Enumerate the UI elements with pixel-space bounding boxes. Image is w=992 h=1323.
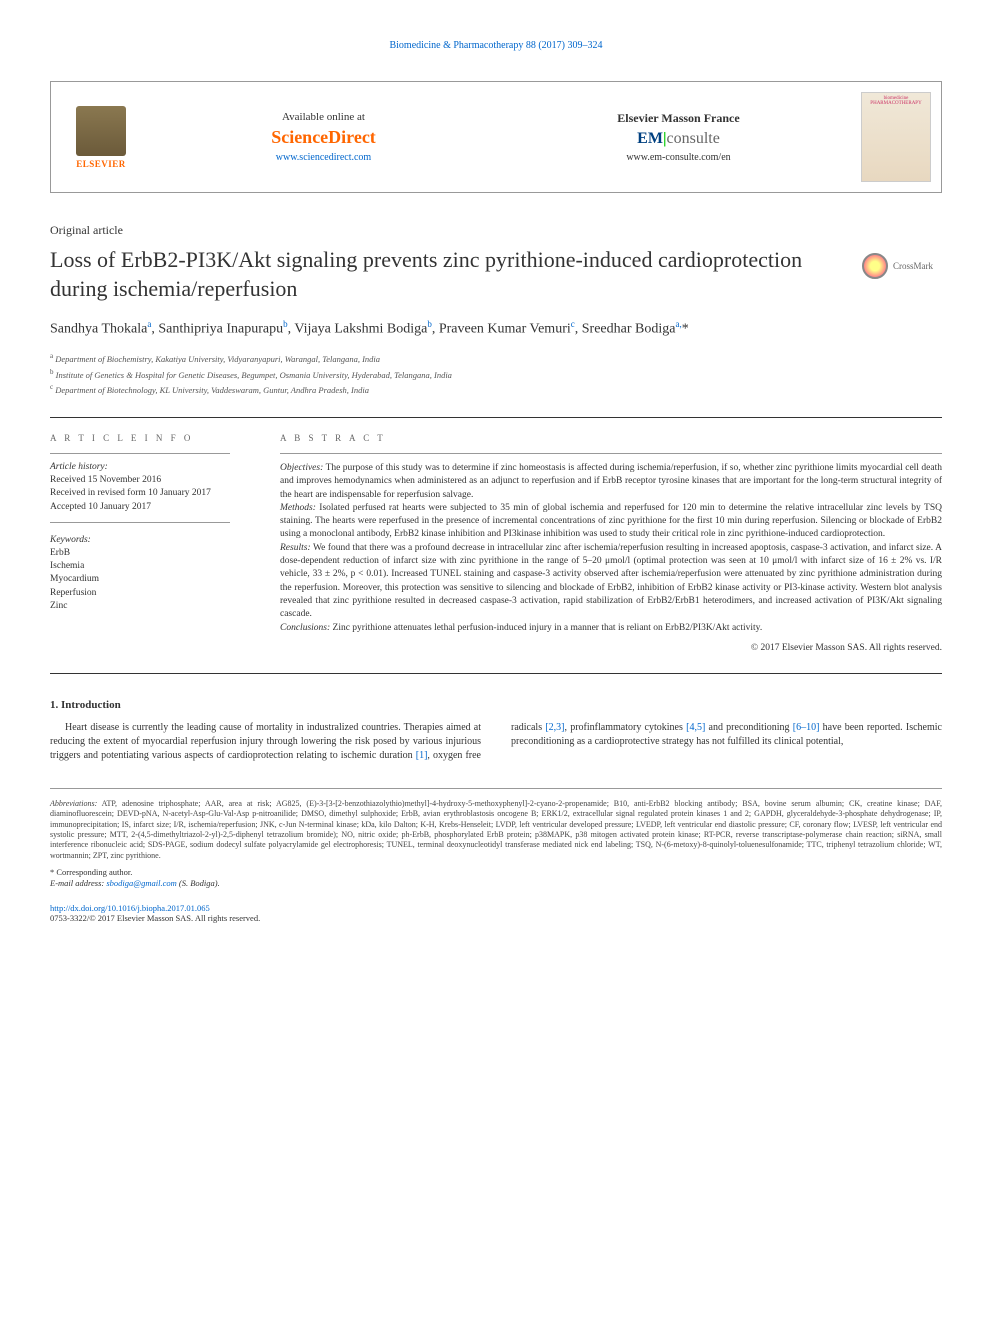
emconsulte-logo: EM|consulte: [506, 130, 851, 148]
corresponding-author: * Corresponding author.: [50, 867, 942, 877]
ref-link[interactable]: [4,5]: [686, 722, 705, 733]
section-heading: 1. Introduction: [50, 699, 942, 711]
crossmark-icon: [862, 253, 888, 279]
divider: [50, 673, 942, 674]
divider: [50, 788, 942, 789]
doi-block: http://dx.doi.org/10.1016/j.biopha.2017.…: [50, 903, 942, 923]
history-item: Accepted 10 January 2017: [50, 501, 250, 514]
elsevier-tree-icon: [76, 106, 126, 156]
history-label: Article history:: [50, 462, 250, 472]
email-link[interactable]: sbodiga@gmail.com: [106, 878, 176, 888]
abbreviations: Abbreviations: ATP, adenosine triphospha…: [50, 799, 942, 861]
history-item: Received 15 November 2016: [50, 474, 250, 487]
ref-link[interactable]: [1]: [416, 750, 428, 761]
crossmark-badge[interactable]: CrossMark: [862, 246, 942, 286]
keyword: Myocardium: [50, 573, 250, 586]
keyword: Zinc: [50, 600, 250, 613]
history-item: Received in revised form 10 January 2017: [50, 487, 250, 500]
article-info-col: A R T I C L E I N F O Article history: R…: [50, 433, 250, 653]
copyright-line: 0753-3322/© 2017 Elsevier Masson SAS. Al…: [50, 913, 942, 923]
intro-body: Heart disease is currently the leading c…: [50, 721, 942, 763]
article-type: Original article: [50, 223, 942, 238]
emconsulte-block: Elsevier Masson France EM|consulte www.e…: [506, 111, 851, 163]
affiliation: b Institute of Genetics & Hospital for G…: [50, 368, 942, 382]
abstract-head: A B S T R A C T: [280, 433, 942, 443]
keyword: Ischemia: [50, 560, 250, 573]
journal-citation[interactable]: Biomedicine & Pharmacotherapy 88 (2017) …: [50, 40, 942, 51]
info-head: A R T I C L E I N F O: [50, 433, 250, 443]
doi-link[interactable]: http://dx.doi.org/10.1016/j.biopha.2017.…: [50, 903, 942, 913]
abstract-copyright: © 2017 Elsevier Masson SAS. All rights r…: [280, 643, 942, 653]
ref-link[interactable]: [6–10]: [793, 722, 820, 733]
abstract-text: Objectives: The purpose of this study wa…: [280, 462, 942, 635]
elsevier-logo: ELSEVIER: [61, 97, 141, 177]
affiliation: a Department of Biochemistry, Kakatiya U…: [50, 352, 942, 366]
introduction-section: 1. Introduction Heart disease is current…: [50, 699, 942, 763]
journal-cover-thumb: biomedicine PHARMACOTHERAPY: [861, 92, 931, 182]
sciencedirect-logo: ScienceDirect: [151, 127, 496, 148]
affiliation: c Department of Biotechnology, KL Univer…: [50, 383, 942, 397]
divider: [50, 417, 942, 418]
abstract-col: A B S T R A C T Objectives: The purpose …: [280, 433, 942, 653]
author-list: Sandhya Thokalaa, Santhipriya Inapurapub…: [50, 318, 942, 340]
keyword: ErbB: [50, 547, 250, 560]
article-title: Loss of ErbB2-PI3K/Akt signaling prevent…: [50, 246, 842, 303]
keywords-label: Keywords:: [50, 535, 250, 545]
ref-link[interactable]: [2,3]: [545, 722, 564, 733]
header-banner: ELSEVIER Available online at ScienceDire…: [50, 81, 942, 193]
emconsulte-link[interactable]: www.em-consulte.com/en: [506, 152, 851, 163]
keyword: Reperfusion: [50, 587, 250, 600]
sciencedirect-block: Available online at ScienceDirect www.sc…: [151, 111, 496, 163]
email-line: E-mail address: sbodiga@gmail.com (S. Bo…: [50, 878, 942, 888]
sciencedirect-link[interactable]: www.sciencedirect.com: [151, 152, 496, 163]
